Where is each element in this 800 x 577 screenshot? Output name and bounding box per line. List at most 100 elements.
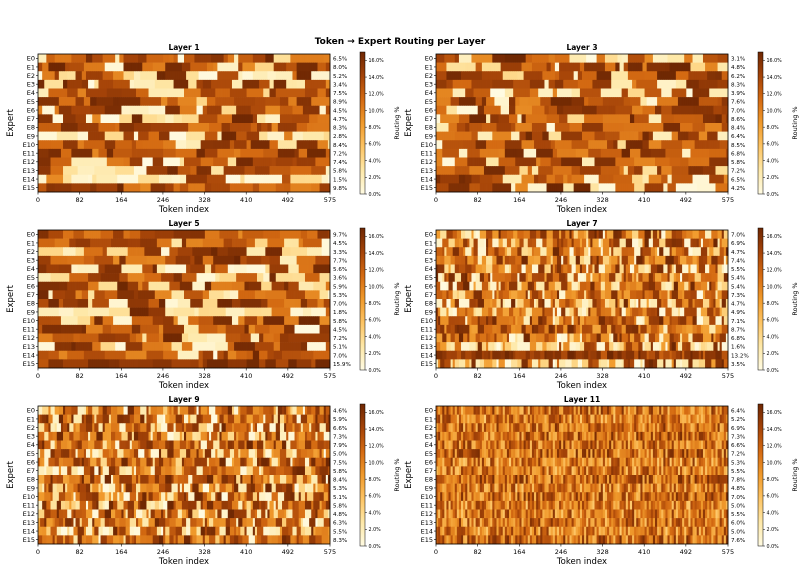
routing-pct-label: 3.9% [731,91,745,97]
heatmap-panel-layer-5: Layer 5E0E1E2E3E4E5E6E7E8E9E10E11E12E13E… [6,219,401,391]
y-tick-label: E12 [23,158,35,166]
x-tick-label: 246 [555,196,567,204]
colorbar [758,52,763,194]
routing-pct-label: 8.3% [731,82,745,88]
colorbar [360,52,365,194]
y-tick-label: E8 [425,124,433,132]
colorbar-tick-label: 14.0% [369,75,385,81]
routing-pct-label: 4.8% [731,65,745,71]
x-tick-label: 575 [324,196,336,204]
routing-pct-label: 4.2% [731,186,745,192]
x-tick-label: 82 [76,196,84,204]
routing-pct-label: 1.5% [333,177,347,183]
colorbar-label: Routing % [791,106,799,139]
routing-pct-label: 6.5% [333,57,347,63]
y-tick-label: E7 [425,115,433,123]
y-tick-label: E3 [425,81,433,89]
colorbar-tick-label: 10.0% [767,108,783,114]
colorbar-tick-label: 6.0% [369,142,382,148]
routing-pct-label: 4.7% [333,117,347,123]
colorbar-tick-label: 8.0% [369,125,382,131]
heatmap-cells [38,230,330,368]
x-tick-label: 246 [157,196,169,204]
y-tick-label: E10 [23,141,35,149]
x-tick-label: 0 [434,196,438,204]
routing-pct-label: 8.6% [731,117,745,123]
x-tick-label: 492 [680,196,692,204]
routing-pct-label: 7.0% [731,108,745,114]
y-tick-label: E15 [23,184,35,192]
y-tick-label: E9 [425,132,433,140]
routing-pct-label: 7.4% [333,160,347,166]
y-tick-label: E9 [27,132,35,140]
y-tick-label: E6 [425,106,433,114]
x-tick-label: 492 [282,196,294,204]
y-tick-label: E11 [421,150,433,158]
x-tick-label: 164 [115,196,127,204]
routing-pct-label: 7.6% [731,100,745,106]
y-tick-label: E13 [23,167,35,175]
y-tick-label: E4 [27,89,35,97]
routing-pct-label: 6.4% [731,134,745,140]
routing-pct-label: 3.4% [333,82,347,88]
routing-pct-label: 8.9% [333,100,347,106]
colorbar-tick-label: 12.0% [767,92,783,98]
routing-pct-label: 4.5% [333,108,347,114]
x-tick-label: 0 [36,196,40,204]
y-tick-label: E2 [27,72,35,80]
y-tick-label: E6 [27,106,35,114]
y-tick-label: E5 [27,98,35,106]
colorbar-tick-label: 16.0% [767,58,783,64]
x-tick-label: 328 [198,196,210,204]
colorbar-tick-label: 4.0% [369,158,382,164]
colorbar-tick-label: 6.0% [767,142,780,148]
figure-suptitle: Token → Expert Routing per Layer [315,37,486,47]
x-tick-label: 410 [240,196,252,204]
routing-pct-label: 6.8% [731,151,745,157]
y-tick-label: E0 [27,55,35,63]
y-tick-label: E5 [425,98,433,106]
x-tick-label: 82 [474,196,482,204]
y-axis-label: Expert [6,108,16,137]
y-tick-label: E7 [27,115,35,123]
routing-pct-label: 8.4% [731,126,745,132]
y-tick-label: E14 [23,175,35,183]
colorbar-tick-label: 0.0% [767,192,780,198]
colorbar-tick-label: 10.0% [369,108,385,114]
y-tick-label: E12 [421,158,433,166]
heatmap-panel-layer-1: Layer 1E0E1E2E3E4E5E6E7E8E9E10E11E12E13E… [6,43,401,215]
colorbar-tick-label: 2.0% [767,175,780,181]
colorbar-tick-label: 8.0% [767,125,780,131]
y-tick-label: E8 [27,124,35,132]
x-axis-label: Token index [556,205,607,215]
routing-pct-label: 7.2% [333,151,347,157]
colorbar-tick-label: 4.0% [767,158,780,164]
y-tick-label: E2 [425,72,433,80]
routing-pct-label: 5.2% [333,74,347,80]
routing-pct-label: 6.2% [731,74,745,80]
colorbar-tick-label: 2.0% [369,175,382,181]
routing-pct-label: 2.8% [333,134,347,140]
y-tick-label: E13 [421,167,433,175]
colorbar-label: Routing % [393,106,401,139]
y-tick-label: E3 [27,81,35,89]
y-tick-label: E14 [421,175,433,183]
y-tick-label: E11 [23,150,35,158]
colorbar-tick-label: 0.0% [369,192,382,198]
x-tick-label: 410 [638,196,650,204]
panel-title: Layer 3 [566,43,597,52]
y-tick-label: E1 [425,63,433,71]
routing-pct-label: 8.0% [333,65,347,71]
x-axis-label: Token index [158,205,209,215]
y-axis-label: Expert [404,108,414,137]
colorbar-tick-label: 12.0% [369,92,385,98]
x-tick-label: 328 [596,196,608,204]
panel-title: Layer 1 [168,43,199,52]
y-tick-label: E1 [27,63,35,71]
routing-pct-label: 9.8% [333,186,347,192]
routing-pct-label: 3.1% [731,57,745,63]
x-tick-label: 164 [513,196,525,204]
x-tick-label: 575 [722,196,734,204]
y-tick-label: E0 [425,55,433,63]
